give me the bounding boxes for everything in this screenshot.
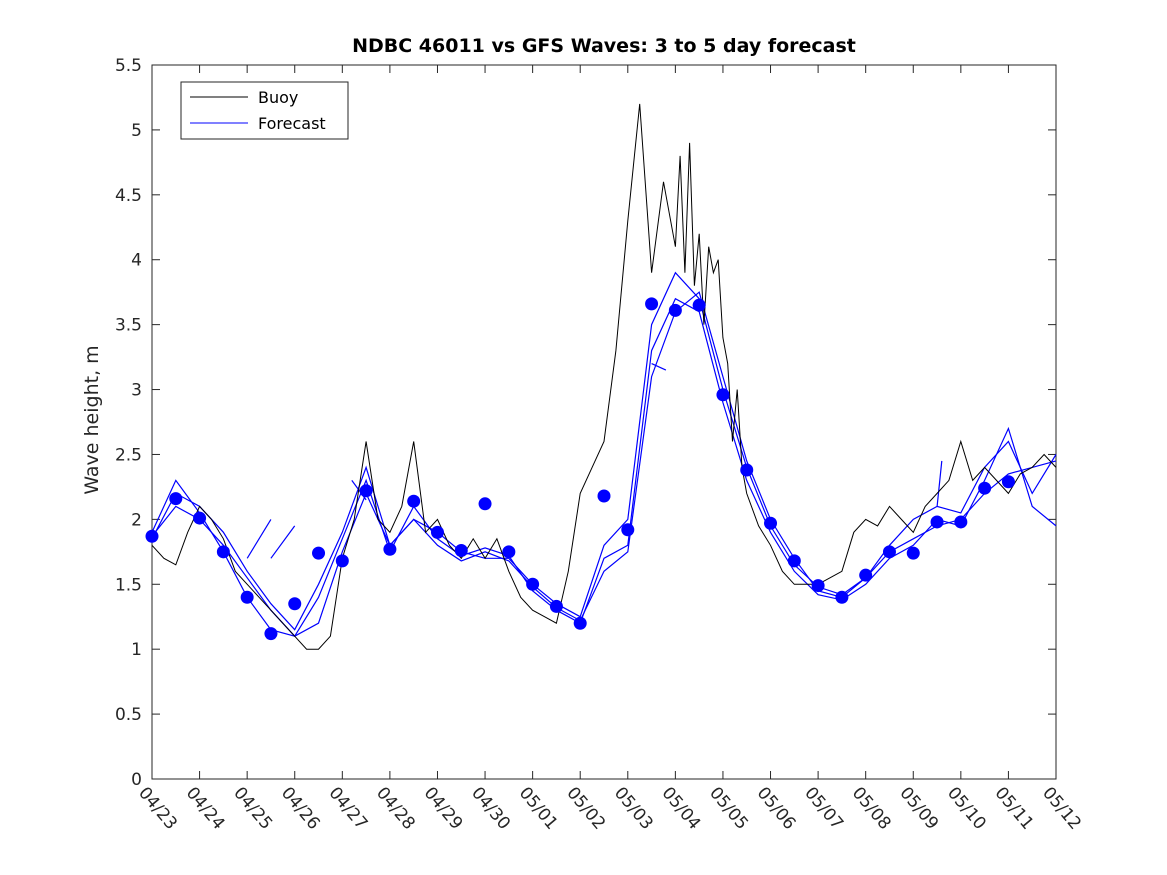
y-axis: 0 0.5 1 1.5 2 2.5 3 3.5 4 4.5 5 5.5 [115,56,1056,790]
y-tick-label: 4 [131,251,142,271]
forecast-marker-point [478,497,492,511]
forecast-marker-point [549,599,563,613]
forecast-run-line-2 [151,291,1057,631]
forecast-marker-point [978,481,992,495]
forecast-run-line-6 [651,363,667,371]
forecast-marker-point [954,515,968,529]
forecast-marker-point [716,388,730,402]
y-tick-label: 0.5 [115,705,142,725]
forecast-marker-point [621,523,635,537]
legend-buoy-label: Buoy [258,88,298,107]
forecast-run-line-7 [936,460,943,507]
forecast-marker-point [169,492,183,506]
y-axis-label: Wave height, m [81,345,103,494]
forecast-marker-point [930,515,944,529]
forecast-marker-point [645,297,659,311]
plot-area [151,64,1057,780]
forecast-marker-point [312,546,326,560]
forecast-marker-point [288,597,302,611]
forecast-marker-point [811,579,825,593]
forecast-marker-point [240,590,254,604]
forecast-marker-point [335,554,349,568]
series-layer [145,103,1057,650]
buoy-series-line [151,103,1057,650]
forecast-run-line-1 [151,297,1057,637]
forecast-marker-point [835,590,849,604]
forecast-marker-point [859,568,873,582]
y-tick-label: 5 [131,121,142,141]
forecast-marker-point [692,298,706,312]
forecast-marker-point [668,303,682,317]
y-tick-label: 1.5 [115,575,142,595]
forecast-marker-point [430,525,444,539]
legend: Buoy Forecast [180,81,349,140]
y-tick-label: 5.5 [115,56,142,76]
y-tick-label: 1 [131,640,142,660]
plot-frame [151,64,1057,780]
forecast-marker-point [454,544,468,558]
y-tick-label: 4.5 [115,186,142,206]
y-tick-label: 3.5 [115,316,142,336]
legend-forecast-label: Forecast [258,114,326,133]
forecast-marker-point [1001,475,1015,489]
y-tick-label: 0 [131,770,142,790]
y-tick-label: 2 [131,510,142,530]
forecast-marker-point [526,577,540,591]
y-tick-label: 3 [131,381,142,401]
forecast-marker-point [407,494,421,508]
forecast-marker-point [787,554,801,568]
forecast-marker-point [502,545,516,559]
forecast-run-line-3 [246,519,272,559]
y-tick-label: 2.5 [115,445,142,465]
forecast-marker-point [216,545,230,559]
forecast-marker-point [764,516,778,530]
forecast-marker-point [906,546,920,560]
forecast-marker-point [740,463,754,477]
legend-box [180,81,349,140]
forecast-marker-point [359,484,373,498]
forecast-marker-point [882,545,896,559]
forecast-run-line-4 [270,525,296,559]
forecast-marker-point [193,511,207,525]
forecast-marker-point [145,529,159,543]
forecast-run-line-0 [151,271,1057,637]
forecast-marker-point [264,627,278,641]
forecast-marker-point [383,542,397,556]
forecast-marker-point [573,616,587,630]
chart-title: NDBC 46011 vs GFS Waves: 3 to 5 day fore… [352,35,856,57]
forecast-marker-point [597,489,611,503]
